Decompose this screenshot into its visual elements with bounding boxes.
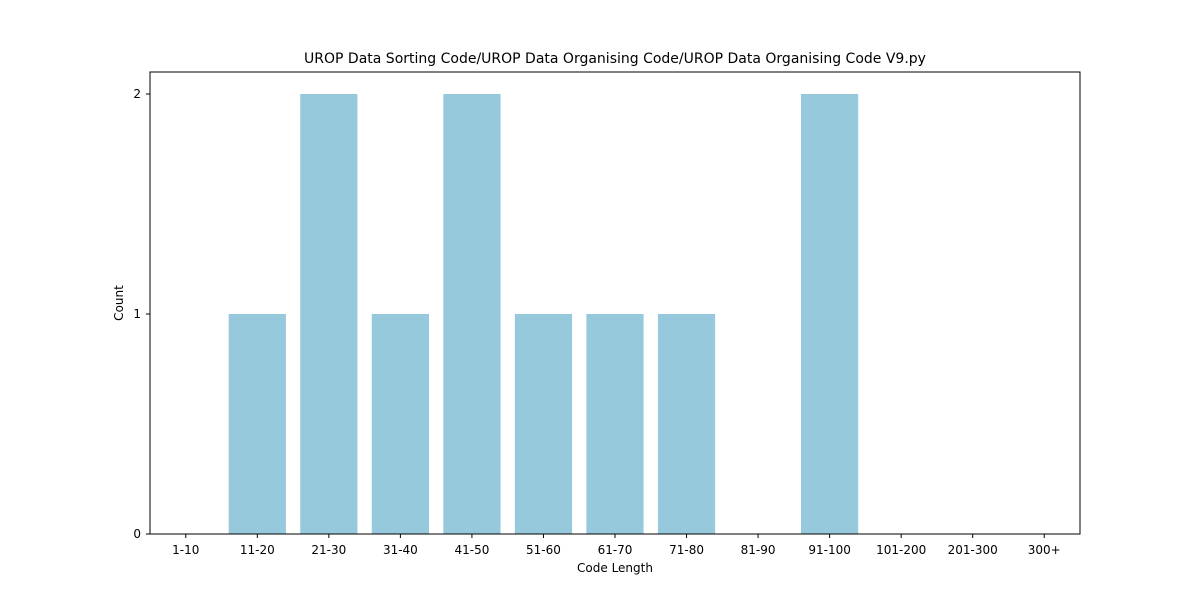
x-axis-label: Code Length — [577, 561, 653, 575]
y-tick-label: 1 — [133, 307, 141, 321]
bar-61-70 — [586, 314, 644, 534]
bars-group — [228, 94, 859, 534]
bar-71-80 — [657, 314, 716, 534]
x-tick-label: 61-70 — [598, 543, 633, 557]
bar-41-50 — [443, 94, 501, 534]
x-tick-label: 21-30 — [311, 543, 346, 557]
bar-51-60 — [514, 314, 573, 534]
bar-31-40 — [371, 314, 429, 534]
x-tick-label: 1-10 — [172, 543, 199, 557]
y-tick-label: 2 — [133, 87, 141, 101]
x-tick-label: 81-90 — [741, 543, 776, 557]
x-tick-label: 101-200 — [876, 543, 926, 557]
x-axis: 1-10 11-20 21-30 31-40 41-50 51-60 61-70 71-80 8… — [172, 534, 1061, 557]
y-axis-label: Count — [112, 285, 126, 321]
x-tick-label: 300+ — [1028, 543, 1061, 557]
chart-title: UROP Data Sorting Code/UROP Data Organis… — [304, 51, 926, 67]
bar-91-100 — [801, 94, 859, 534]
x-tick-label: 91-100 — [808, 543, 851, 557]
x-tick-label: 51-60 — [526, 543, 561, 557]
x-tick-label: 201-300 — [948, 543, 998, 557]
x-tick-label: 11-20 — [240, 543, 275, 557]
x-tick-label: 71-80 — [669, 543, 704, 557]
y-tick-label: 0 — [133, 527, 141, 541]
y-axis: 0 1 2 — [133, 87, 150, 541]
bar-11-20 — [228, 314, 286, 534]
bar-21-30 — [300, 94, 358, 534]
x-tick-label: 31-40 — [383, 543, 418, 557]
x-tick-label: 41-50 — [454, 543, 489, 557]
